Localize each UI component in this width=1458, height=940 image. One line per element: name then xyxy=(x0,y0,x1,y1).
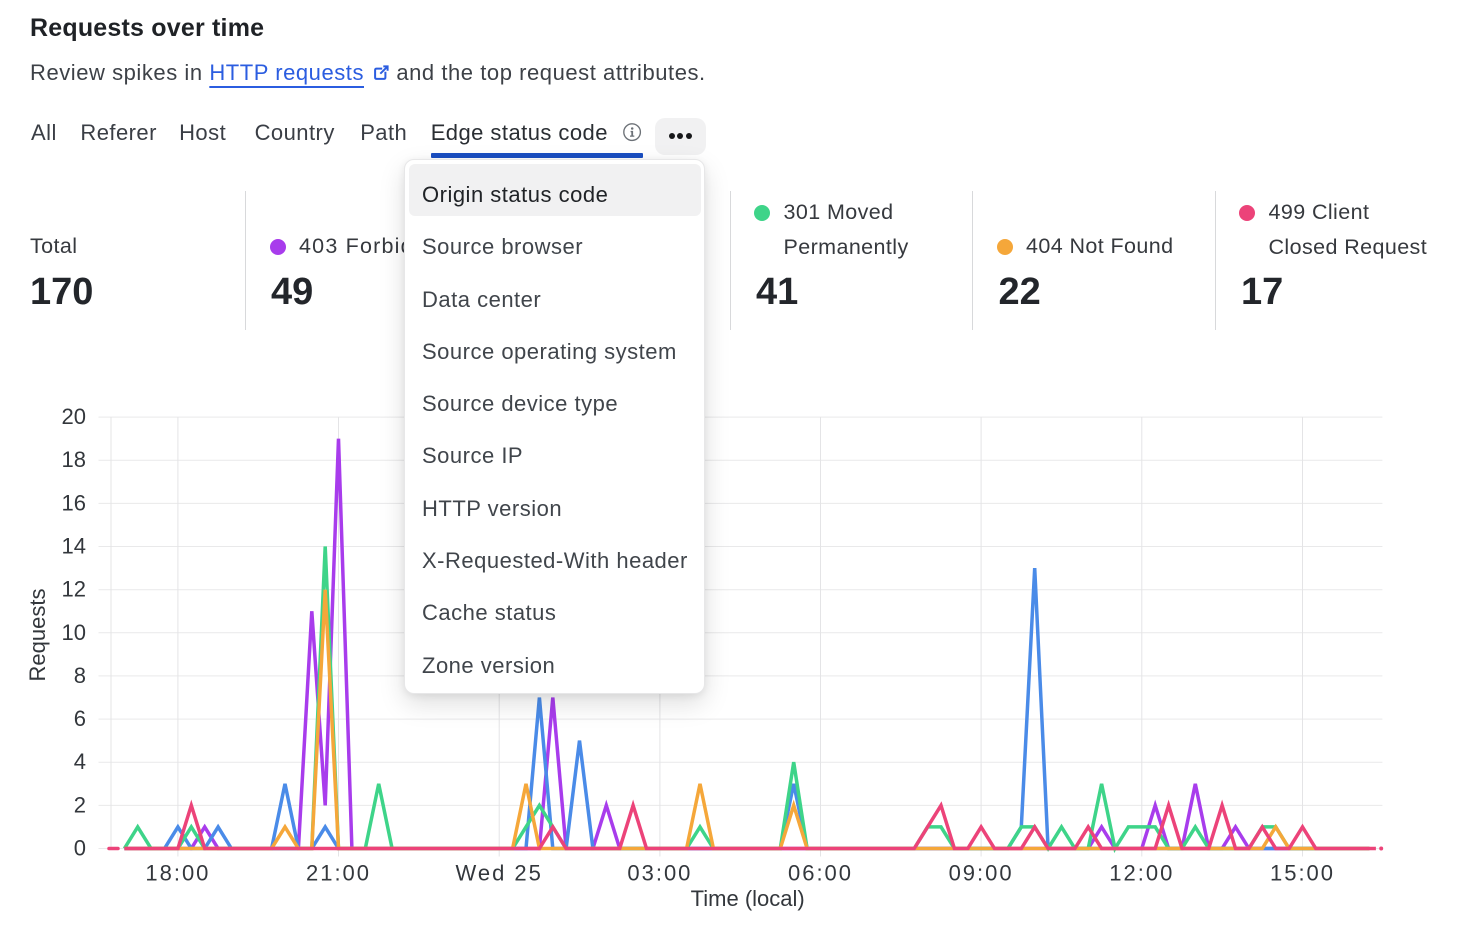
svg-text:09:00: 09:00 xyxy=(949,861,1014,886)
svg-text:0: 0 xyxy=(74,836,86,861)
svg-text:Wed 25: Wed 25 xyxy=(455,861,542,886)
svg-text:4: 4 xyxy=(74,749,86,774)
svg-text:12:00: 12:00 xyxy=(1109,861,1174,886)
svg-text:15:00: 15:00 xyxy=(1270,861,1335,886)
svg-text:18: 18 xyxy=(62,447,86,472)
svg-text:8: 8 xyxy=(74,663,86,688)
svg-text:2: 2 xyxy=(74,792,86,817)
svg-text:Time (local): Time (local) xyxy=(691,886,805,911)
svg-text:20: 20 xyxy=(62,404,86,429)
svg-text:12: 12 xyxy=(62,577,86,602)
svg-text:6: 6 xyxy=(74,706,86,731)
svg-text:16: 16 xyxy=(62,490,86,515)
svg-text:10: 10 xyxy=(62,620,86,645)
svg-text:18:00: 18:00 xyxy=(145,861,210,886)
svg-text:14: 14 xyxy=(62,534,86,559)
svg-text:03:00: 03:00 xyxy=(627,861,692,886)
svg-text:Requests: Requests xyxy=(25,589,50,682)
svg-text:21:00: 21:00 xyxy=(306,861,371,886)
svg-text:06:00: 06:00 xyxy=(788,861,853,886)
